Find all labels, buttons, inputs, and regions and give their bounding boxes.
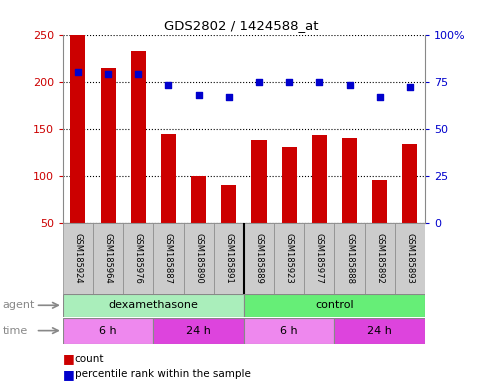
Text: 6 h: 6 h xyxy=(99,326,117,336)
Text: time: time xyxy=(2,326,28,336)
Bar xyxy=(93,223,123,294)
Point xyxy=(134,71,142,77)
Bar xyxy=(123,223,154,294)
Bar xyxy=(304,223,334,294)
Text: GSM185887: GSM185887 xyxy=(164,233,173,284)
Bar xyxy=(282,147,297,270)
Text: GSM185977: GSM185977 xyxy=(315,233,324,284)
Text: dexamethasone: dexamethasone xyxy=(108,300,199,310)
Point xyxy=(195,92,202,98)
Text: GSM185976: GSM185976 xyxy=(134,233,143,284)
Point xyxy=(225,94,233,100)
Bar xyxy=(63,223,93,294)
Text: 24 h: 24 h xyxy=(367,326,392,336)
Text: count: count xyxy=(75,354,104,364)
Text: GSM185923: GSM185923 xyxy=(284,233,294,284)
Bar xyxy=(63,294,244,317)
Bar xyxy=(63,318,154,344)
Text: GSM185888: GSM185888 xyxy=(345,233,354,284)
Bar xyxy=(184,223,213,294)
Bar xyxy=(252,140,267,270)
Bar xyxy=(335,318,425,344)
Point xyxy=(406,84,414,90)
Bar xyxy=(100,68,115,270)
Point xyxy=(346,82,354,88)
Bar xyxy=(154,223,184,294)
Point xyxy=(376,94,384,100)
Text: agent: agent xyxy=(2,300,35,310)
Bar xyxy=(154,318,244,344)
Text: 6 h: 6 h xyxy=(281,326,298,336)
Bar xyxy=(213,223,244,294)
Text: GSM185892: GSM185892 xyxy=(375,233,384,284)
Text: GSM185893: GSM185893 xyxy=(405,233,414,284)
Text: GSM185890: GSM185890 xyxy=(194,233,203,284)
Text: GDS2802 / 1424588_at: GDS2802 / 1424588_at xyxy=(164,19,319,32)
Text: control: control xyxy=(315,300,354,310)
Point xyxy=(255,79,263,85)
Bar xyxy=(365,223,395,294)
Point xyxy=(165,82,172,88)
Point xyxy=(74,69,82,75)
Bar xyxy=(342,138,357,270)
Bar xyxy=(402,144,417,270)
Bar xyxy=(395,223,425,294)
Bar xyxy=(191,176,206,270)
Point xyxy=(315,79,323,85)
Bar xyxy=(161,134,176,270)
Bar xyxy=(71,35,85,270)
Point xyxy=(285,79,293,85)
Bar xyxy=(221,185,236,270)
Text: GSM185964: GSM185964 xyxy=(103,233,113,284)
Text: ■: ■ xyxy=(63,353,74,366)
Bar xyxy=(244,223,274,294)
Bar xyxy=(274,223,304,294)
Text: GSM185891: GSM185891 xyxy=(224,233,233,284)
Bar xyxy=(131,51,146,270)
Text: percentile rank within the sample: percentile rank within the sample xyxy=(75,369,251,379)
Text: GSM185889: GSM185889 xyxy=(255,233,264,284)
Bar xyxy=(312,135,327,270)
Bar xyxy=(244,294,425,317)
Bar xyxy=(372,180,387,270)
Point xyxy=(104,71,112,77)
Text: 24 h: 24 h xyxy=(186,326,211,336)
Bar xyxy=(334,223,365,294)
Bar xyxy=(244,318,334,344)
Text: GSM185924: GSM185924 xyxy=(73,233,83,283)
Text: ■: ■ xyxy=(63,368,74,381)
